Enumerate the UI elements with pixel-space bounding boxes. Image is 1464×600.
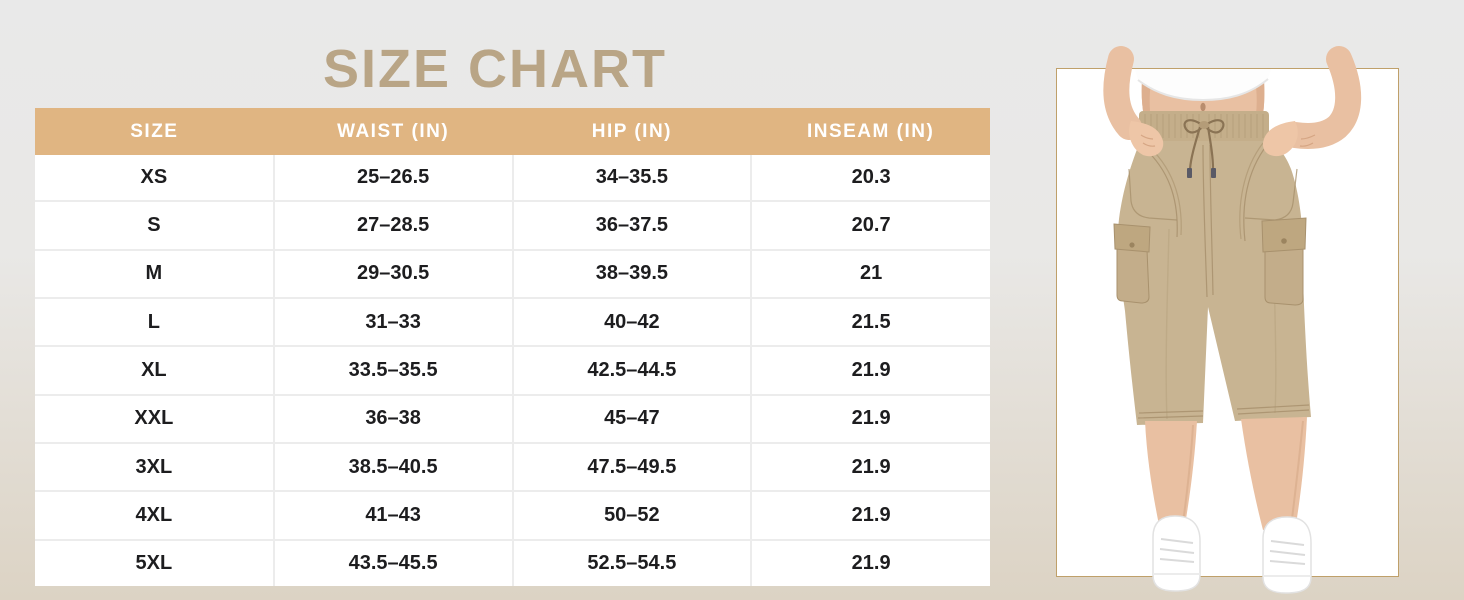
table-cell: XXL	[35, 393, 274, 443]
table-cell: 4XL	[35, 490, 274, 540]
column-header: SIZE	[35, 108, 274, 155]
sneakers	[1152, 515, 1312, 594]
table-row: 4XL 41–43 50–52 21.9	[35, 490, 990, 540]
table-cell: 38–39.5	[511, 248, 752, 298]
table-row: M 29–30.5 38–39.5 21	[35, 248, 990, 298]
cargo-pocket-right	[1261, 217, 1307, 306]
table-cell: 21.9	[750, 490, 990, 540]
table-row: 5XL 43.5–45.5 52.5–54.5 21.9	[35, 538, 990, 586]
table-cell: 34–35.5	[511, 155, 752, 202]
page-title: SIZE CHART	[323, 39, 667, 99]
table-row: L 31–33 40–42 21.5	[35, 296, 990, 347]
column-header: INSEAM (IN)	[751, 108, 990, 155]
table-cell: 20.3	[750, 155, 990, 202]
table-cell: 42.5–44.5	[511, 345, 752, 395]
table-cell: 52.5–54.5	[511, 538, 752, 586]
table-cell: 36–37.5	[511, 200, 752, 250]
table-cell: 33.5–35.5	[272, 345, 513, 395]
table-cell: 21.9	[750, 393, 990, 443]
table-cell: 25–26.5	[272, 155, 513, 202]
hand-right	[1262, 121, 1298, 157]
drawstring	[1183, 119, 1225, 178]
table-cell: 27–28.5	[272, 200, 513, 250]
drawstring-aglet	[1211, 168, 1216, 178]
table-cell: 40–42	[511, 296, 752, 347]
table-cell: 47.5–49.5	[511, 441, 752, 492]
table-cell: 38.5–40.5	[272, 441, 513, 492]
table-row: S 27–28.5 36–37.5 20.7	[35, 200, 990, 250]
table-cell: 45–47	[511, 393, 752, 443]
cargo-pocket-left	[1113, 223, 1151, 304]
table-cell: 50–52	[511, 490, 752, 540]
header-row: SIZE WAIST (IN) HIP (IN) INSEAM (IN)	[35, 108, 990, 155]
size-table-body: XS 25–26.5 34–35.5 20.3 S 27–28.5 36–37.5 20.7 M…	[35, 155, 990, 586]
table-row: XXL 36–38 45–47 21.9	[35, 393, 990, 443]
table-cell: 21.9	[750, 345, 990, 395]
table-cell: XS	[140, 166, 168, 189]
table-cell: M	[35, 248, 274, 298]
table-cell: 43.5–45.5	[272, 538, 513, 586]
column-header: HIP (IN)	[512, 108, 752, 155]
table-cell: 41–43	[272, 490, 513, 540]
model-calves	[1145, 417, 1307, 530]
table-row: XL 33.5–35.5 42.5–44.5 21.9	[35, 345, 990, 395]
table-cell: 31–33	[272, 296, 513, 347]
table-cell: 5XL	[35, 538, 274, 586]
model-arms	[1103, 46, 1362, 157]
table-row: 3XL 38.5–40.5 47.5–49.5 21.9	[35, 441, 990, 492]
navel	[1200, 102, 1206, 112]
table-cell: L	[35, 296, 274, 347]
cargo-pants	[1117, 139, 1311, 425]
hand-left	[1129, 121, 1164, 157]
table-cell: S	[35, 200, 274, 250]
crop-top	[1135, 69, 1271, 102]
table-cell: 29–30.5	[272, 248, 513, 298]
table-cell: 21.9	[750, 441, 990, 492]
table-cell: 20.7	[750, 200, 990, 250]
table-row: XS 25–26.5 34–35.5 20.3	[35, 155, 990, 202]
table-cell: 21.9	[750, 538, 990, 586]
column-header: WAIST (IN)	[273, 108, 513, 155]
size-table-header: SIZE WAIST (IN) HIP (IN) INSEAM (IN)	[35, 108, 990, 155]
table-cell: XL	[35, 345, 274, 395]
table-cell: 21	[750, 248, 990, 298]
table-cell: 21.5	[750, 296, 990, 347]
table-cell: 36–38	[272, 393, 513, 443]
product-photo-model-illustration	[1103, 46, 1362, 594]
product-photo	[1056, 46, 1399, 594]
table-cell: 3XL	[35, 441, 274, 492]
size-table: SIZE WAIST (IN) HIP (IN) INSEAM (IN) XS 25–2…	[35, 108, 990, 586]
drawstring-aglet	[1187, 168, 1192, 178]
